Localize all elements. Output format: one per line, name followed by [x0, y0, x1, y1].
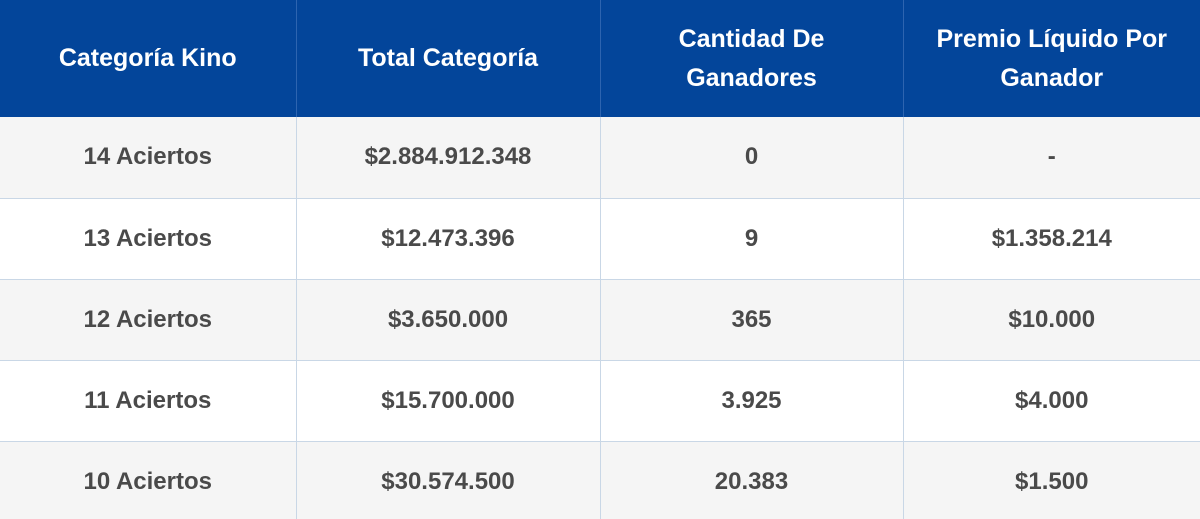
cell-categoria: 13 Aciertos	[0, 198, 296, 280]
cell-ganadores: 0	[599, 117, 903, 199]
table-row: 12 Aciertos $3.650.000 365 $10.000	[0, 279, 1200, 361]
cell-total: $2.884.912.348	[295, 117, 600, 199]
cell-premio: $10.000	[902, 279, 1200, 361]
cell-categoria: 14 Aciertos	[0, 117, 296, 199]
header-total-categoria: Total Categoría	[295, 0, 600, 117]
table-row: 14 Aciertos $2.884.912.348 0 -	[0, 117, 1200, 199]
header-row: Categoría Kino Total Categoría Cantidad …	[0, 0, 1200, 117]
cell-ganadores: 9	[599, 198, 903, 280]
cell-ganadores: 365	[599, 279, 903, 361]
cell-categoria: 10 Aciertos	[0, 441, 296, 519]
cell-premio: $1.358.214	[902, 198, 1200, 280]
header-cantidad-ganadores: Cantidad De Ganadores	[599, 0, 903, 117]
header-premio-liquido: Premio Líquido Por Ganador	[902, 0, 1200, 117]
cell-total: $12.473.396	[295, 198, 600, 280]
cell-ganadores: 3.925	[599, 360, 903, 442]
cell-total: $15.700.000	[295, 360, 600, 442]
cell-total: $3.650.000	[295, 279, 600, 361]
table-row: 13 Aciertos $12.473.396 9 $1.358.214	[0, 198, 1200, 280]
cell-categoria: 12 Aciertos	[0, 279, 296, 361]
cell-premio: $4.000	[902, 360, 1200, 442]
cell-premio: -	[902, 117, 1200, 199]
cell-categoria: 11 Aciertos	[0, 360, 296, 442]
table-row: 10 Aciertos $30.574.500 20.383 $1.500	[0, 441, 1200, 519]
cell-ganadores: 20.383	[599, 441, 903, 519]
cell-premio: $1.500	[902, 441, 1200, 519]
table-row: 11 Aciertos $15.700.000 3.925 $4.000	[0, 360, 1200, 442]
cell-total: $30.574.500	[295, 441, 600, 519]
table-body: 14 Aciertos $2.884.912.348 0 - 13 Aciert…	[0, 117, 1200, 519]
table-header: Categoría Kino Total Categoría Cantidad …	[0, 0, 1200, 117]
header-categoria-kino: Categoría Kino	[0, 0, 296, 117]
